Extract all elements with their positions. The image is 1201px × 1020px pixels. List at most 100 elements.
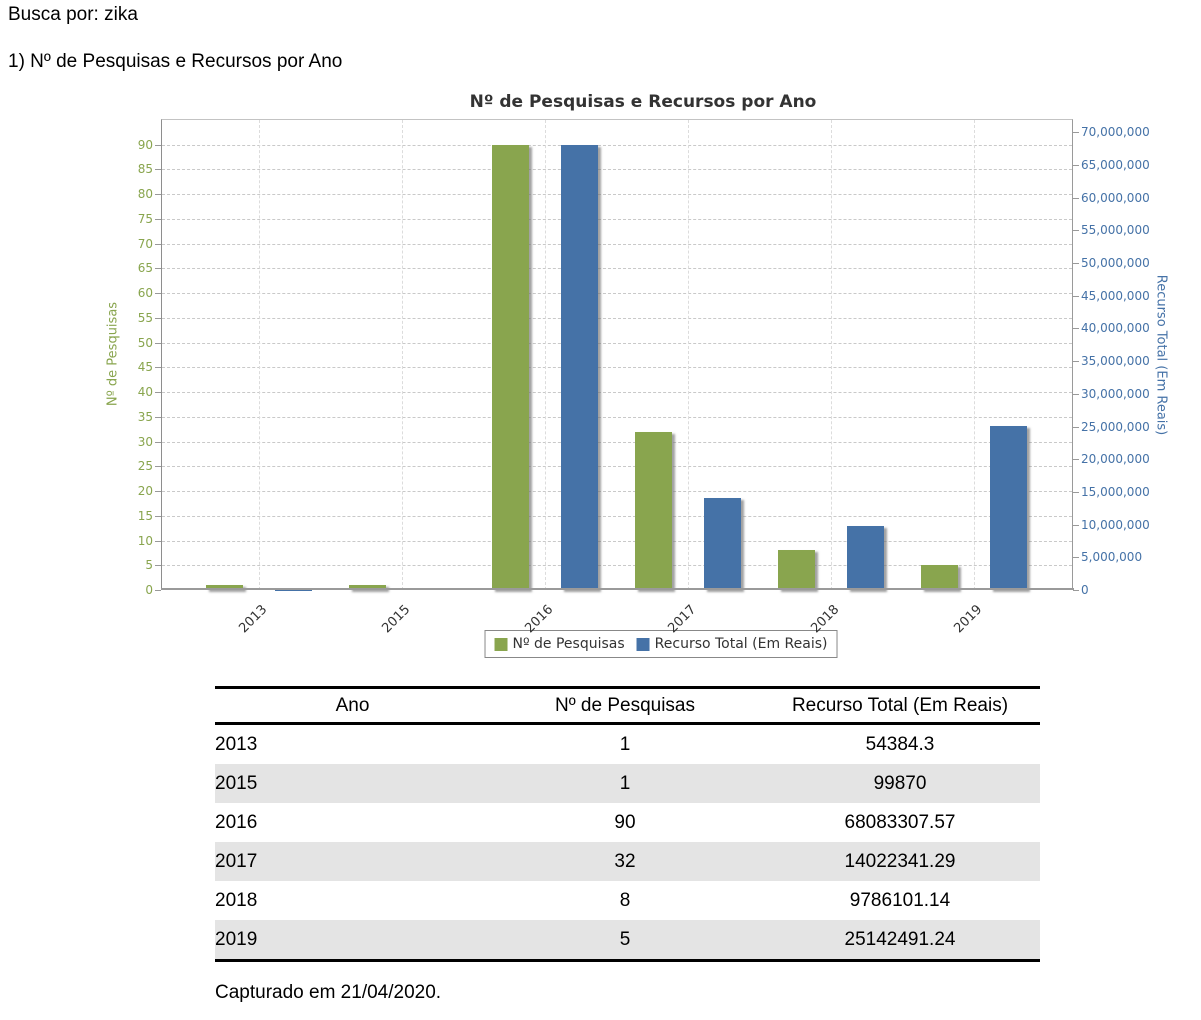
- right-axis-tick: [1073, 590, 1079, 591]
- table-cell-recurso: 25142491.24: [760, 920, 1040, 962]
- gridline-horizontal: [162, 416, 1072, 418]
- right-axis-tick-label: 0: [1081, 583, 1089, 597]
- gridline-horizontal: [162, 367, 1072, 369]
- left-axis-tick-label: 40: [137, 385, 153, 400]
- table-cell-pesquisas: 1: [619, 733, 631, 755]
- left-axis-tick-label: 90: [137, 137, 153, 152]
- left-axis-tick-label: 20: [137, 484, 153, 499]
- gridline-horizontal: [162, 491, 1072, 493]
- gridline-horizontal: [162, 194, 1072, 196]
- table-cell-recurso: 68083307.57: [844, 811, 956, 833]
- right-axis-tick-label: 40,000,000: [1081, 321, 1150, 336]
- gridline-horizontal: [162, 466, 1072, 468]
- gridline-vertical: [545, 120, 546, 590]
- legend-item-pesquisas[interactable]: Nº de Pesquisas: [494, 636, 625, 652]
- gridline-vertical: [831, 120, 832, 590]
- right-axis-tick: [1073, 459, 1079, 460]
- left-axis-tick-label: 45: [137, 360, 153, 375]
- right-axis-tick: [1073, 427, 1079, 428]
- left-axis-tick: [155, 590, 161, 591]
- gridline-horizontal: [162, 144, 1072, 146]
- right-axis-tick-label: 45,000,000: [1081, 288, 1150, 303]
- data-table: Ano Nº de Pesquisas Recurso Total (Em Reai…: [215, 686, 1040, 962]
- plot-area: [161, 119, 1073, 590]
- left-axis-tick-label: 30: [137, 434, 153, 449]
- x-axis-label-2015: 2015: [379, 602, 414, 637]
- bar-2013-pesquisas: [206, 585, 243, 590]
- left-axis-tick: [155, 219, 161, 220]
- left-axis-tick-label: 25: [137, 459, 153, 474]
- table-cell-recurso: 9786101.14: [849, 889, 951, 911]
- table-cell-pesquisas: 90: [614, 811, 636, 833]
- gridline-vertical: [259, 120, 260, 590]
- gridline-horizontal: [162, 342, 1072, 344]
- left-axis-tick-label: 5: [145, 558, 153, 573]
- left-axis-tick-label: 65: [137, 261, 153, 276]
- left-axis-tick: [155, 466, 161, 467]
- bar-2016-pesquisas: [492, 144, 529, 590]
- left-axis-tick: [155, 367, 161, 368]
- left-axis-tick: [155, 565, 161, 566]
- table-header-cell: Recurso Total (Em Reais): [760, 686, 1040, 725]
- right-axis-tick: [1073, 492, 1079, 493]
- left-axis-tick: [155, 343, 161, 344]
- left-axis-tick: [155, 491, 161, 492]
- legend-item-recurso[interactable]: Recurso Total (Em Reais): [636, 636, 828, 652]
- left-axis-tick-label: 50: [137, 335, 153, 350]
- left-axis-tick-label: 85: [137, 162, 153, 177]
- left-axis-tick: [155, 541, 161, 542]
- search-query-text: Busca por: zika: [8, 4, 138, 25]
- x-axis-label-2013: 2013: [236, 602, 271, 637]
- chart-legend: Nº de Pesquisas Recurso Total (Em Reais): [484, 630, 838, 658]
- table-row: 2013 1 54384.3: [215, 724, 1040, 765]
- gridline-horizontal: [162, 441, 1072, 443]
- legend-label: Nº de Pesquisas: [512, 636, 625, 652]
- left-axis-tick-label: 10: [137, 533, 153, 548]
- bar-2017-pesquisas: [635, 431, 672, 590]
- table-cell-year: 2015: [215, 772, 258, 794]
- capture-date: Capturado em 21/04/2020.: [215, 982, 442, 1003]
- gridline-horizontal: [162, 515, 1072, 517]
- table-row: 2016 90 68083307.57: [215, 803, 1040, 842]
- chart-title: Nº de Pesquisas e Recursos por Ano: [469, 92, 817, 112]
- table-row: 2019 5 25142491.24: [215, 920, 1040, 962]
- left-axis-tick: [155, 244, 161, 245]
- table-header-row: Ano Nº de Pesquisas Recurso Total (Em Reai…: [215, 686, 1040, 725]
- left-axis-tick-label: 60: [137, 286, 153, 301]
- right-axis-tick-label: 35,000,000: [1081, 354, 1150, 369]
- table-cell-recurso: 54384.3: [865, 733, 935, 755]
- right-axis-tick-label: 10,000,000: [1081, 517, 1150, 532]
- right-axis-tick: [1073, 230, 1079, 231]
- right-axis-tick-label: 25,000,000: [1081, 419, 1150, 434]
- table-cell-recurso: 99870: [873, 772, 927, 794]
- right-axis-tick: [1073, 132, 1079, 133]
- gridline-vertical: [974, 120, 975, 590]
- legend-label: Recurso Total (Em Reais): [654, 636, 828, 652]
- left-axis-tick-label: 0: [145, 583, 153, 597]
- table-cell-pesquisas: 1: [619, 772, 631, 794]
- x-axis-label-2019: 2019: [951, 602, 986, 637]
- left-axis-tick-label: 15: [137, 508, 153, 523]
- table-row: 2015 1 99870: [215, 764, 1040, 803]
- bar-2019-pesquisas: [921, 565, 958, 590]
- table-cell-year: 2018: [215, 889, 258, 911]
- left-axis-tick: [155, 293, 161, 294]
- left-axis-tick-label: 75: [137, 211, 153, 226]
- gridline-horizontal: [162, 218, 1072, 220]
- left-axis-tick: [155, 145, 161, 146]
- table-cell-year: 2019: [215, 920, 490, 962]
- right-axis-tick: [1073, 296, 1079, 297]
- table-cell-recurso: 14022341.29: [844, 850, 956, 872]
- gridline-horizontal: [162, 268, 1072, 270]
- right-axis-tick-label: 60,000,000: [1081, 190, 1150, 205]
- right-axis-tick: [1073, 394, 1079, 395]
- right-axis-tick: [1073, 328, 1079, 329]
- gridline-horizontal: [162, 540, 1072, 542]
- gridline-horizontal: [162, 565, 1072, 567]
- right-axis-tick: [1073, 557, 1079, 558]
- left-axis-tick-label: 35: [137, 409, 153, 424]
- table-row: 2018 8 9786101.14: [215, 881, 1040, 920]
- table-header-cell: Ano: [215, 686, 490, 725]
- x-axis-line: [161, 588, 1074, 590]
